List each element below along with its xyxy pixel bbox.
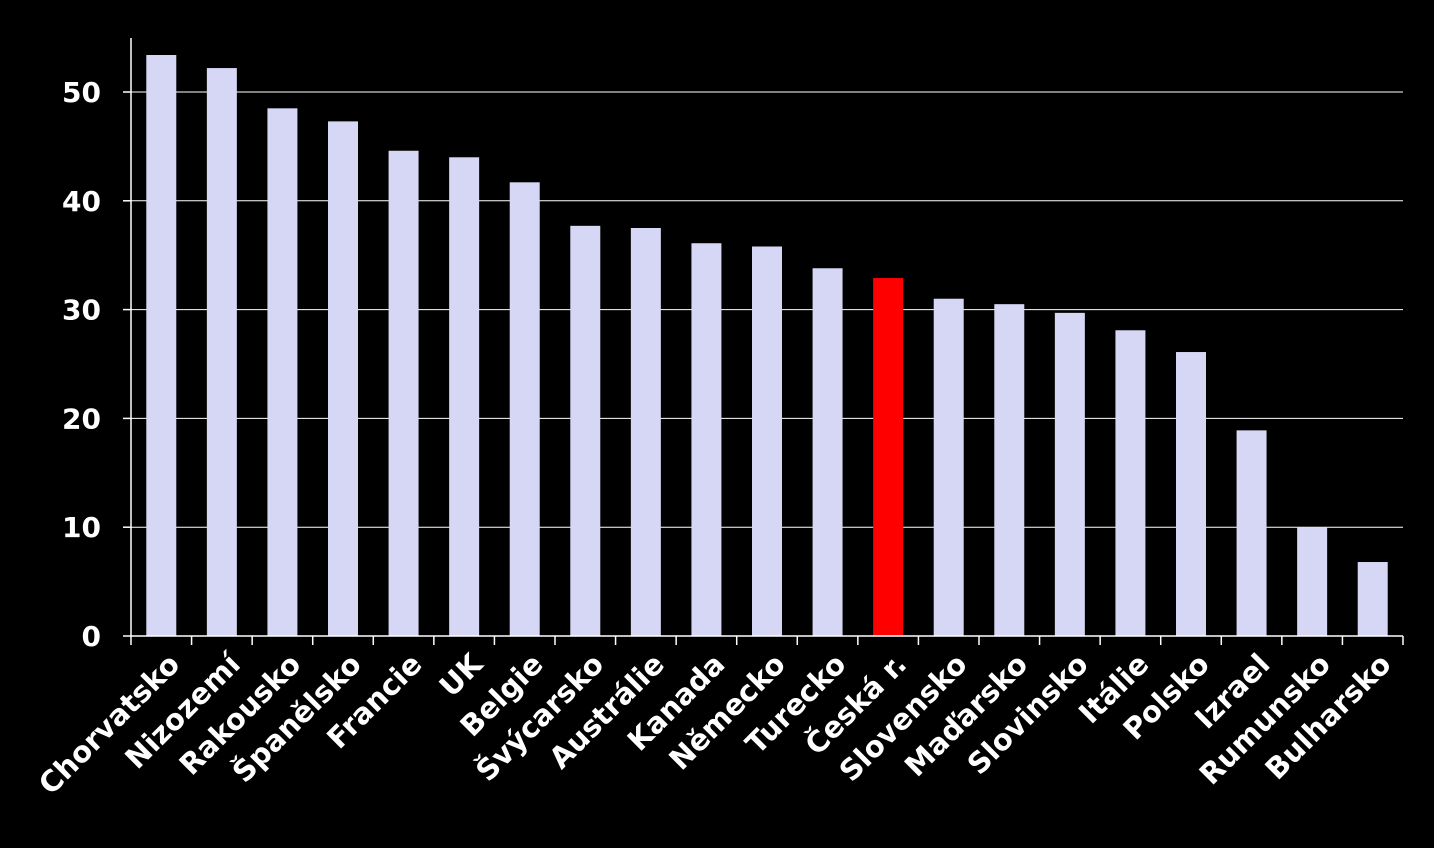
bar-highlighted xyxy=(873,278,904,636)
bar xyxy=(752,246,782,636)
bar xyxy=(812,268,843,636)
bar xyxy=(449,157,480,636)
x-tick-labels: ChorvatskoNizozemíRakouskoŠpanělskoFranc… xyxy=(32,645,1398,801)
bar xyxy=(1297,527,1328,636)
bar xyxy=(1357,562,1388,636)
y-tick-label: 0 xyxy=(82,620,101,653)
y-tick-label: 10 xyxy=(62,511,101,544)
bar xyxy=(388,150,419,636)
bar xyxy=(1176,352,1206,636)
bar xyxy=(267,108,298,636)
bars xyxy=(146,55,1388,637)
bar xyxy=(630,228,661,636)
y-tick-labels: 0 10 20 30 40 50 xyxy=(62,76,101,653)
bar xyxy=(1054,312,1085,636)
bar xyxy=(1115,330,1146,636)
bar xyxy=(509,182,540,636)
bar xyxy=(994,304,1025,636)
bar xyxy=(570,225,601,636)
y-tick-label: 30 xyxy=(62,294,101,327)
bar xyxy=(1236,430,1267,636)
bar xyxy=(206,68,237,636)
bar xyxy=(146,55,177,637)
y-tick-label: 50 xyxy=(62,76,101,109)
bar xyxy=(691,243,722,636)
axes xyxy=(123,38,1404,645)
bar xyxy=(933,298,964,636)
bar xyxy=(328,121,358,637)
y-tick-label: 20 xyxy=(62,402,101,435)
y-tick-label: 40 xyxy=(62,185,101,218)
